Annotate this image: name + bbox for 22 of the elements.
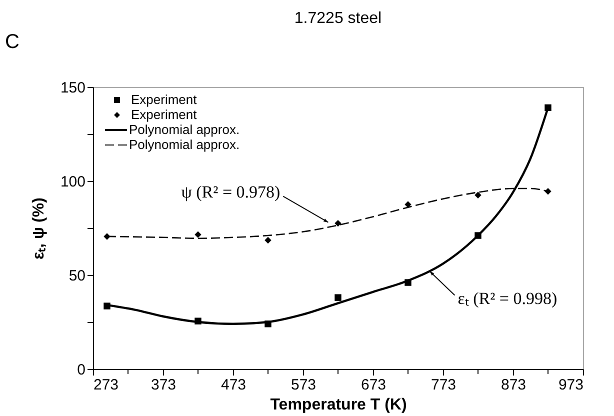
y-tick-label: 0: [77, 362, 86, 378]
y-tick-label: 150: [60, 80, 86, 96]
chart-title: 1.7225 steel: [294, 10, 382, 27]
x-axis-title: Temperature T (K): [270, 396, 407, 414]
legend-label: Experiment: [131, 107, 198, 122]
x-tick-label: 373: [150, 376, 176, 394]
x-tick-label: 773: [430, 376, 456, 394]
legend-label: Polynomial approx.: [129, 122, 240, 137]
legend-label: Polynomial approx.: [129, 137, 240, 152]
x-tick-label: 573: [290, 376, 316, 394]
x-tick-label: 873: [500, 376, 526, 394]
y-axis-title: εₜ, ψ (%): [30, 198, 48, 260]
x-tick-label: 673: [360, 376, 386, 394]
x-tick-label: 273: [94, 376, 119, 394]
text: C: [5, 31, 20, 53]
y-tick-label: 100: [60, 174, 86, 190]
annotation: ψ (R² = 0.978): [181, 182, 280, 202]
x-tick-label: 473: [220, 376, 246, 394]
x-tick-label: 973: [558, 376, 584, 394]
y-tick-label: 50: [68, 268, 86, 284]
legend-label: Experiment: [131, 92, 198, 107]
annotation: εₜ (R² = 0.998): [458, 289, 558, 308]
